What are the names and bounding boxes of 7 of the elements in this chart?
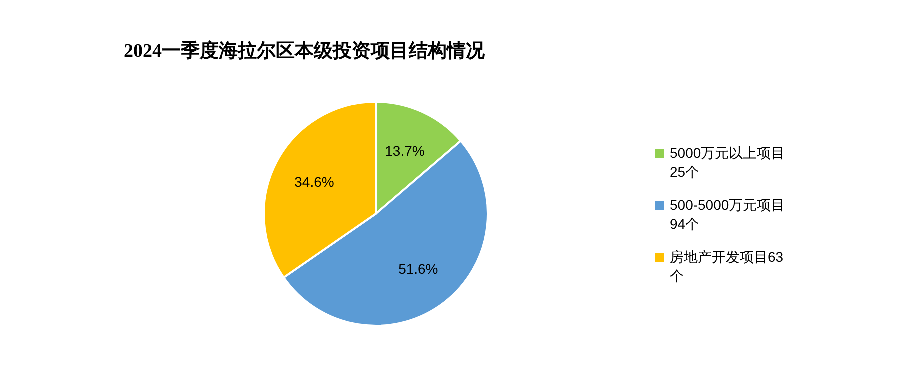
legend-label: 5000万元以上项目25个 [670, 144, 786, 182]
data-label: 51.6% [398, 260, 438, 277]
legend-label: 房地产开发项目63个 [670, 248, 785, 286]
legend-label: 500-5000万元项目94个 [670, 196, 786, 234]
chart-title: 2024一季度海拉尔区本级投资项目结构情况 [124, 40, 485, 64]
data-label: 34.6% [294, 174, 334, 190]
data-label: 13.7% [385, 142, 425, 159]
